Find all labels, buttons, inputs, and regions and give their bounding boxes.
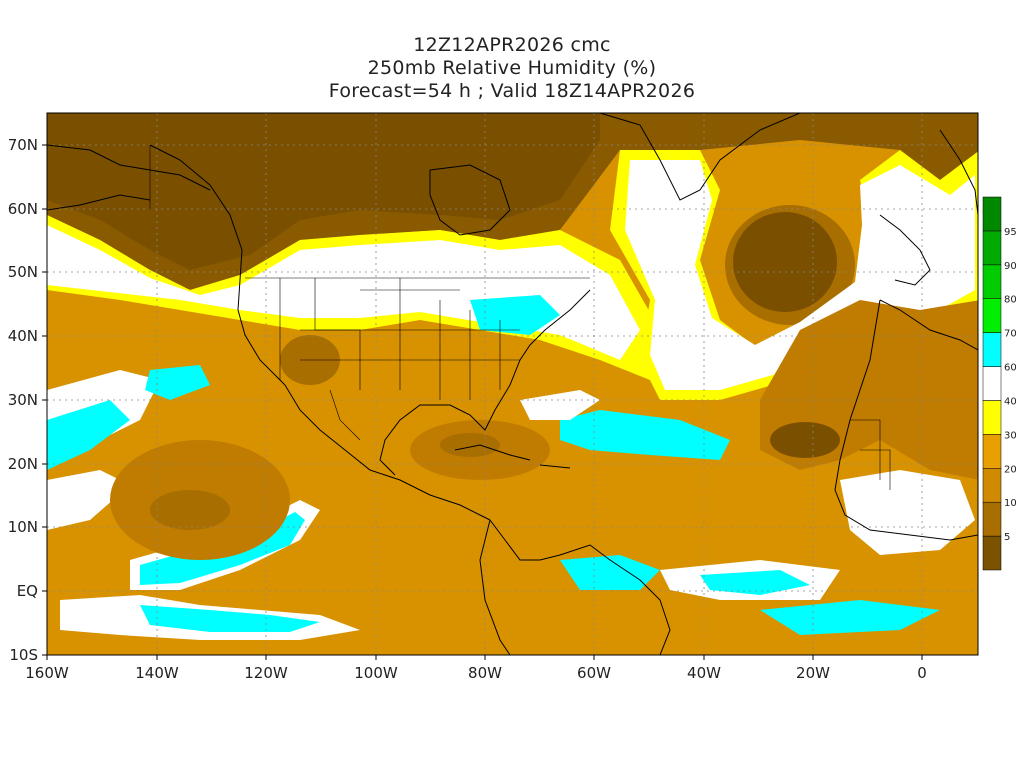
lon-label: 40W [687,664,721,682]
colorbar-label: 10 [1004,498,1017,509]
lat-label: 10S [9,646,38,664]
lat-labels: 70N 60N 50N 40N 30N 20N 10N EQ 10S [8,136,38,664]
lat-label: EQ [17,582,38,600]
colorbar-label: 90 [1004,261,1017,272]
map-title-line-1: 12Z12APR2026 cmc [413,34,611,56]
colorbar-label: 20 [1004,464,1017,475]
colorbar-swatch [982,400,1002,435]
colorbar-label: 5 [1004,532,1010,543]
colorbar-swatch [982,332,1002,367]
lon-label: 60W [577,664,611,682]
lat-label: 40N [8,327,38,345]
lat-label: 50N [8,263,38,281]
map-title-line-2: 250mb Relative Humidity (%) [367,57,657,79]
lon-ticks [46,655,923,660]
colorbar-swatch [982,535,1002,571]
colorbar-label: 60 [1004,363,1017,374]
lat-label: 30N [8,391,38,409]
lon-label: 140W [135,664,179,682]
colorbar-swatch [982,501,1002,537]
lon-label: 80W [468,664,502,682]
colorbar-label: 80 [1004,295,1017,306]
lon-label: 20W [796,664,830,682]
colorbar-swatch [982,434,1002,469]
humidity-field [47,113,978,655]
colorbar-swatch [982,196,1002,232]
map-graticule [47,113,978,655]
lat-label: 20N [8,455,38,473]
colorbar-swatch [982,230,1002,266]
map-title-line-3: Forecast=54 h ; Valid 18Z14APR2026 [328,80,696,102]
lon-label: 160W [25,664,69,682]
colorbar-label: 30 [1004,430,1017,441]
plot-frame [46,112,979,656]
lat-label: 60N [8,200,38,218]
colorbar-swatch [982,298,1002,333]
lon-labels: 160W 140W 120W 100W 80W 60W 40W 20W 0 [25,664,927,682]
lat-label: 10N [8,518,38,536]
lon-label: 0 [917,664,927,682]
lat-label: 70N [8,136,38,154]
lat-ticks [42,144,47,656]
colorbar-swatch [982,468,1002,503]
colorbar-label: 70 [1004,329,1017,340]
lon-label: 100W [354,664,398,682]
colorbar-label: 40 [1004,396,1017,407]
political-boundaries [149,145,891,490]
colorbar-swatch [982,264,1002,299]
colorbar-label: 95 [1004,227,1017,238]
lon-label: 120W [244,664,288,682]
coastlines [47,113,978,655]
colorbar-swatch [982,366,1002,401]
colorbar: 5 10 20 30 40 60 70 80 90 95 [982,196,1017,571]
